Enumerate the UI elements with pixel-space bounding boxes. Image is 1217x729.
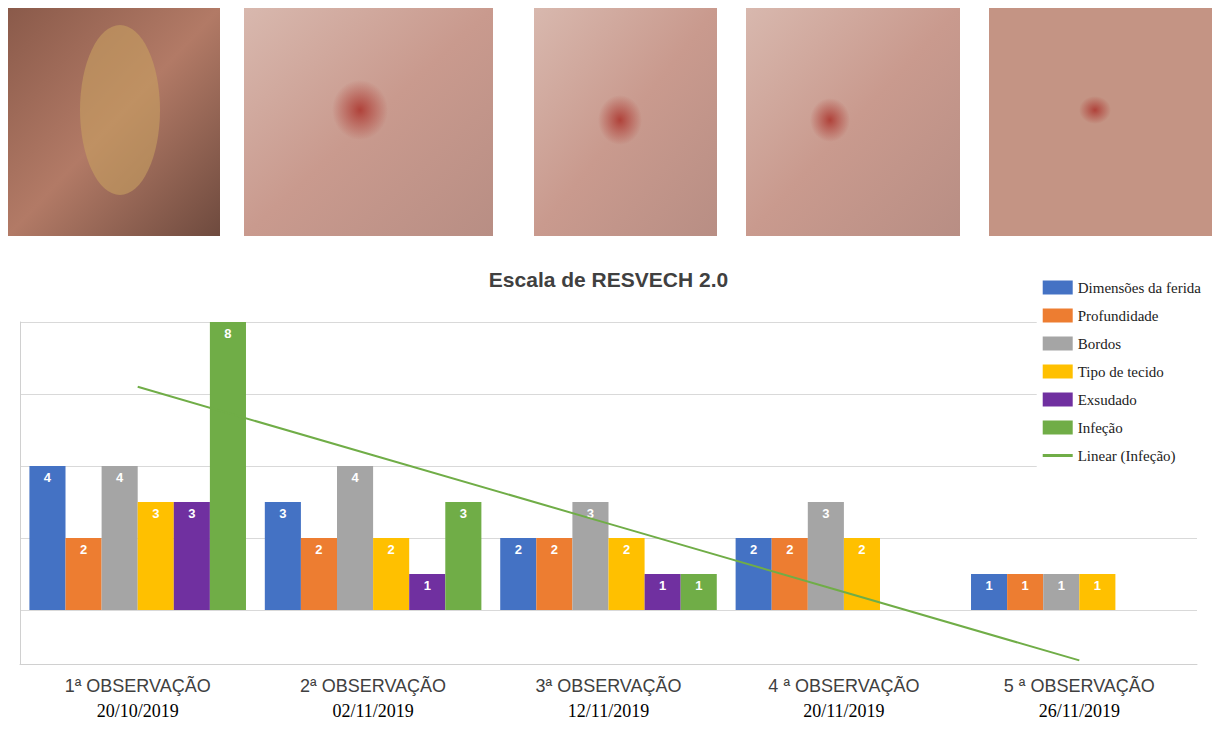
svg-text:3: 3 xyxy=(460,506,467,521)
svg-text:2: 2 xyxy=(786,542,793,557)
svg-text:1: 1 xyxy=(1094,578,1101,593)
svg-text:2: 2 xyxy=(858,542,865,557)
svg-text:2: 2 xyxy=(623,542,630,557)
svg-text:3: 3 xyxy=(188,506,195,521)
svg-text:4: 4 xyxy=(351,470,359,485)
svg-text:Bordos: Bordos xyxy=(1078,336,1122,352)
svg-text:4: 4 xyxy=(116,470,124,485)
svg-text:Profundidade: Profundidade xyxy=(1078,308,1159,324)
svg-text:3ª OBSERVAÇÃO: 3ª OBSERVAÇÃO xyxy=(535,675,681,696)
svg-text:02/11/2019: 02/11/2019 xyxy=(332,701,413,721)
svg-text:2: 2 xyxy=(515,542,522,557)
svg-text:12/11/2019: 12/11/2019 xyxy=(568,701,649,721)
svg-text:26/11/2019: 26/11/2019 xyxy=(1039,701,1120,721)
svg-text:2: 2 xyxy=(551,542,558,557)
svg-text:1: 1 xyxy=(985,578,992,593)
svg-text:Dimensões da ferida: Dimensões da ferida xyxy=(1078,280,1202,296)
svg-text:3: 3 xyxy=(152,506,159,521)
svg-text:2: 2 xyxy=(80,542,87,557)
svg-text:2ª OBSERVAÇÃO: 2ª OBSERVAÇÃO xyxy=(300,675,446,696)
svg-text:4 ª OBSERVAÇÃO: 4 ª OBSERVAÇÃO xyxy=(768,675,919,696)
svg-text:4: 4 xyxy=(44,470,52,485)
svg-text:Linear (Infeção): Linear (Infeção) xyxy=(1078,448,1176,465)
svg-text:1: 1 xyxy=(659,578,666,593)
svg-text:5 ª OBSERVAÇÃO: 5 ª OBSERVAÇÃO xyxy=(1004,675,1155,696)
svg-text:1: 1 xyxy=(424,578,431,593)
svg-text:2: 2 xyxy=(750,542,757,557)
svg-text:20/10/2019: 20/10/2019 xyxy=(97,701,179,721)
svg-text:Exsudado: Exsudado xyxy=(1078,392,1137,408)
svg-text:1: 1 xyxy=(1058,578,1065,593)
svg-text:Tipo de tecido: Tipo de tecido xyxy=(1078,364,1164,380)
svg-text:3: 3 xyxy=(279,506,286,521)
svg-text:20/11/2019: 20/11/2019 xyxy=(803,701,884,721)
svg-text:Infeção: Infeção xyxy=(1078,420,1123,436)
svg-text:Escala de RESVECH 2.0: Escala de RESVECH 2.0 xyxy=(489,268,728,291)
svg-text:1: 1 xyxy=(1022,578,1029,593)
svg-text:1: 1 xyxy=(695,578,702,593)
svg-text:2: 2 xyxy=(315,542,322,557)
svg-text:2: 2 xyxy=(388,542,395,557)
svg-text:3: 3 xyxy=(822,506,829,521)
svg-text:8: 8 xyxy=(224,326,231,341)
svg-text:1ª OBSERVAÇÃO: 1ª OBSERVAÇÃO xyxy=(65,675,211,696)
svg-text:3: 3 xyxy=(586,506,595,521)
